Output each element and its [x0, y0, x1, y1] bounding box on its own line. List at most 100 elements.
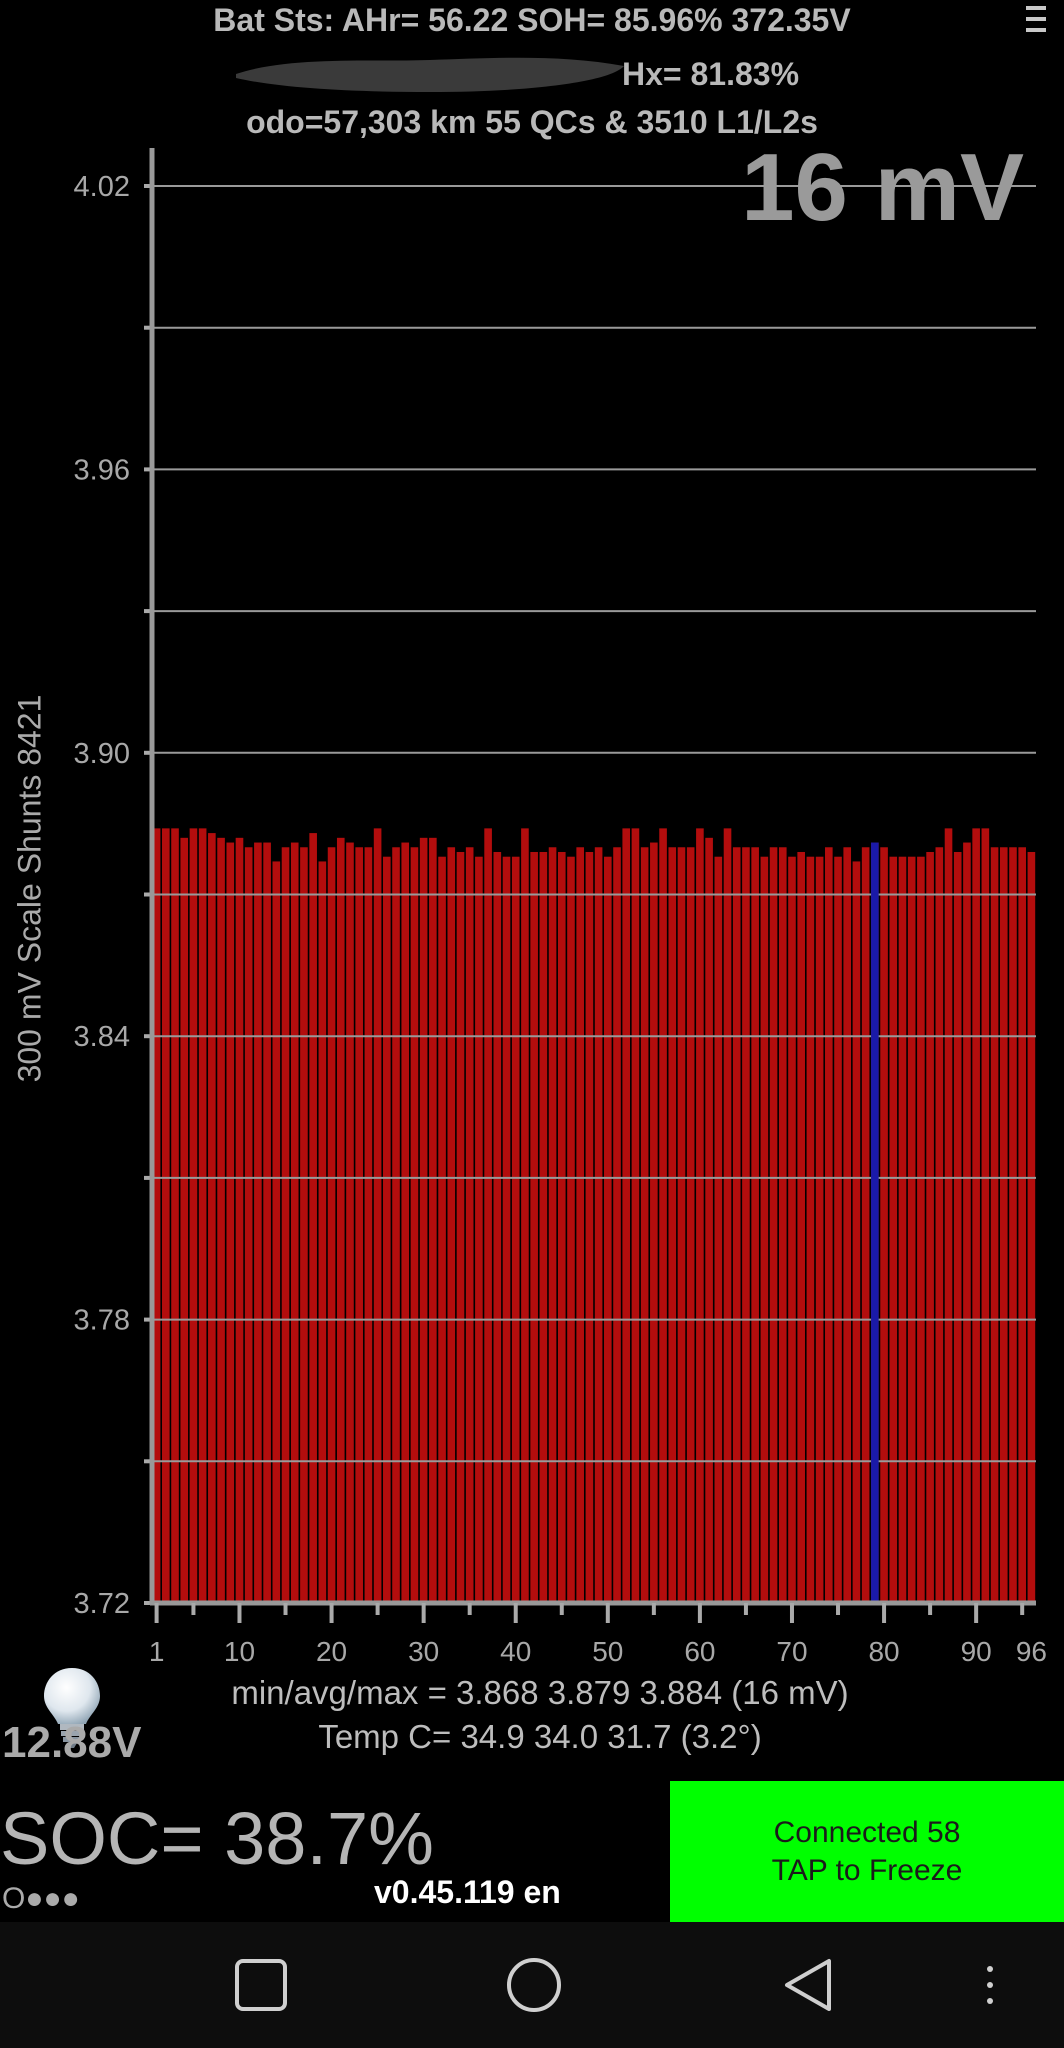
y-tick-label: 4.02 — [74, 171, 130, 203]
chart-bar — [650, 842, 658, 1603]
chart-bar — [217, 837, 225, 1603]
min-avg-max-readout: min/avg/max = 3.868 3.879 3.884 (16 mV) — [231, 1674, 849, 1711]
chart-bar — [198, 828, 207, 1603]
chart-bar — [254, 842, 262, 1603]
chart-bar — [180, 837, 189, 1603]
app-version: v0.45.119 en — [374, 1874, 561, 1910]
chart-bar — [327, 847, 336, 1603]
soc-panel — [0, 1781, 670, 1922]
freeze-hint: TAP to Freeze — [771, 1853, 963, 1887]
chart-bar — [290, 842, 299, 1603]
chart-bar — [889, 856, 898, 1603]
connection-status: Connected 58 — [773, 1815, 961, 1849]
x-tick-label: 1 — [149, 1636, 165, 1667]
chart-bar — [419, 837, 428, 1603]
chart-bar — [484, 828, 492, 1603]
x-tick-label: 70 — [776, 1636, 807, 1667]
chart-bar — [511, 856, 520, 1603]
chart-bar — [990, 847, 999, 1603]
temperature-readout: Temp C= 34.9 34.0 31.7 (3.2°) — [318, 1718, 762, 1755]
highlighted-cell-bar — [871, 842, 879, 1603]
x-tick-label: 40 — [500, 1636, 531, 1667]
chart-bar — [355, 847, 363, 1603]
connection-button[interactable]: Connected 58 TAP to Freeze — [670, 1781, 1064, 1922]
chart-bar — [263, 842, 271, 1603]
chart-bar — [244, 847, 253, 1603]
chart-bar — [594, 847, 603, 1603]
chart-bar — [944, 828, 953, 1603]
lightbulb-icon[interactable] — [40, 1664, 104, 1752]
chart-bar — [640, 847, 649, 1603]
y-tick-label: 3.78 — [74, 1305, 130, 1337]
y-axis-label: 300 mV Scale Shunts 8421 — [11, 694, 48, 1083]
chart-bar — [907, 856, 916, 1603]
chart-bar — [226, 842, 235, 1603]
x-tick-label: 90 — [961, 1636, 992, 1667]
chart-bar — [162, 828, 170, 1603]
y-tick-label: 3.84 — [74, 1021, 130, 1053]
chart-bar — [493, 851, 502, 1603]
x-tick-label: 80 — [868, 1636, 899, 1667]
chart-bar — [208, 833, 216, 1603]
vertical-dots-icon — [987, 1966, 993, 2004]
chart-bar — [843, 847, 852, 1603]
x-tick-label: 10 — [224, 1636, 255, 1667]
chart-bar — [659, 828, 667, 1603]
chart-bar — [567, 856, 575, 1603]
chart-bar — [696, 828, 704, 1603]
chart-bar — [475, 856, 483, 1603]
chart-bar — [815, 856, 824, 1603]
chart-bar — [383, 856, 391, 1603]
triangle-back-icon — [785, 1959, 831, 2011]
health-line: Hx= 81.83% — [260, 56, 880, 93]
chart-bar — [410, 847, 419, 1603]
chart-bar — [705, 837, 713, 1603]
system-navigation-bar — [0, 1922, 1064, 2048]
circle-icon — [507, 1958, 561, 2012]
home-button[interactable] — [469, 1922, 599, 2048]
chart-bar — [281, 847, 290, 1603]
battery-status-header: Bat Sts: AHr= 56.22 SOH= 85.96% 372.35V — [213, 2, 851, 38]
chart-bar — [732, 847, 741, 1603]
chart-bar — [1018, 847, 1026, 1603]
chart-bar — [825, 847, 833, 1603]
chart-bar — [1027, 851, 1036, 1603]
chart-bar — [438, 856, 446, 1603]
chart-bar — [788, 856, 796, 1603]
menu-icon[interactable] — [1026, 6, 1046, 36]
chart-bar — [613, 847, 621, 1603]
chart-bar — [300, 847, 308, 1603]
chart-bar — [981, 828, 990, 1603]
chart-bar — [604, 856, 612, 1603]
chart-bar — [797, 851, 805, 1603]
chart-bar — [723, 828, 732, 1603]
more-options-button[interactable] — [940, 1922, 1040, 2048]
aux-battery-voltage: 12.88V — [2, 1718, 142, 1767]
chart-bar — [447, 847, 456, 1603]
chart-bar — [272, 861, 281, 1603]
chart-bar — [576, 847, 584, 1603]
chart-bar — [926, 851, 934, 1603]
chart-bar — [401, 842, 410, 1603]
chart-bar — [999, 847, 1008, 1603]
chart-bar — [152, 828, 161, 1603]
chart-bar — [171, 828, 179, 1603]
chart-bar — [778, 847, 787, 1603]
chart-bar — [760, 856, 769, 1603]
chart-bar — [677, 847, 686, 1603]
chart-bar — [392, 847, 400, 1603]
y-tick-label: 3.90 — [74, 738, 130, 770]
recent-apps-button[interactable] — [196, 1922, 326, 2048]
chart-bar — [235, 837, 244, 1603]
redaction-scribble — [236, 57, 624, 92]
chart-bar — [318, 861, 327, 1603]
chart-bar — [769, 847, 778, 1603]
chart-bar — [548, 847, 557, 1603]
chart-bar — [834, 856, 842, 1603]
back-button[interactable] — [743, 1922, 873, 2048]
chart-bar — [309, 833, 317, 1603]
chart-bar — [521, 828, 529, 1603]
chart-bar — [346, 842, 354, 1603]
x-tick-label: 20 — [316, 1636, 347, 1667]
chart-bar — [852, 861, 861, 1603]
